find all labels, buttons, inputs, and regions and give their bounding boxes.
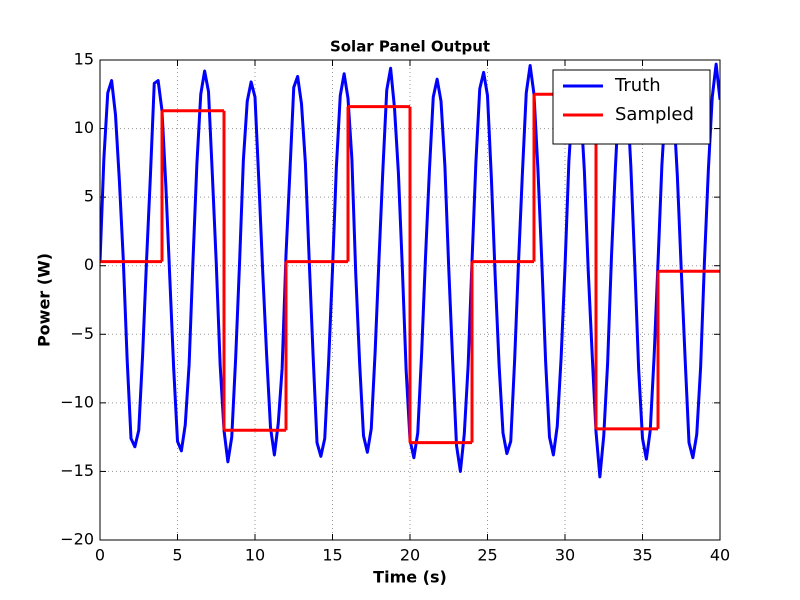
y-tick-label: −10 (60, 392, 94, 411)
legend-box (552, 69, 711, 145)
x-tick-label: 30 (555, 546, 575, 565)
chart-title: Solar Panel Output (330, 38, 490, 56)
x-tick-label: 5 (172, 546, 182, 565)
y-tick-label: −20 (60, 530, 94, 549)
legend-label: Sampled (615, 104, 694, 125)
y-tick-label: 0 (84, 255, 94, 274)
x-tick-label: 20 (400, 546, 420, 565)
y-tick-label: 5 (84, 187, 94, 206)
x-axis-label: Time (s) (373, 568, 447, 587)
x-tick-label: 15 (322, 546, 342, 565)
x-tick-label: 25 (477, 546, 497, 565)
plot-frame (99, 59, 721, 541)
legend-label: Truth (614, 75, 661, 96)
y-tick-label: −5 (70, 324, 94, 343)
x-tick-label: 35 (632, 546, 652, 565)
x-tick-label: 40 (710, 546, 730, 565)
y-tick-label: 10 (74, 118, 94, 137)
x-tick-label: 0 (95, 546, 105, 565)
y-axis-label: Power (W) (35, 253, 54, 347)
y-tick-label: 15 (74, 50, 94, 69)
y-tick-label: −15 (60, 461, 94, 480)
x-tick-label: 10 (245, 546, 265, 565)
